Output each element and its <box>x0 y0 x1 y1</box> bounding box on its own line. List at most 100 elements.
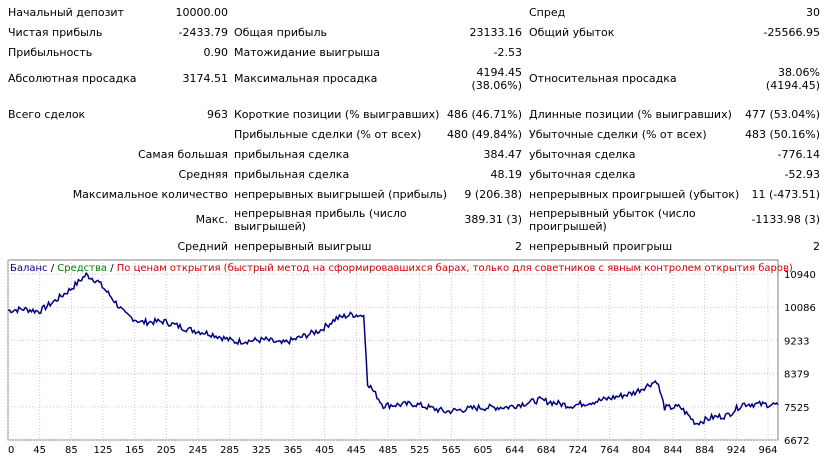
max-consecutive-loss-value: -1133.98 (3) <box>751 213 820 226</box>
avg-consecutive-losses-value: 2 <box>813 240 820 253</box>
total-trades-value: 963 <box>207 108 228 121</box>
avg-consecutive-wins-label: непрерывный выигрыш <box>234 240 372 253</box>
short-positions-label: Короткие позиции (% выигравших) <box>234 108 440 121</box>
x-tick-label: 45 <box>33 445 46 456</box>
abs-drawdown-value: 3174.51 <box>182 72 229 85</box>
rel-drawdown-value: (4194.45) <box>765 79 820 92</box>
max-drawdown-percent: (38.06%) <box>471 79 522 92</box>
largest-loss-value: -776.14 <box>777 148 820 161</box>
x-tick-label: 445 <box>347 445 366 456</box>
x-tick-label: 525 <box>410 445 429 456</box>
spread-value: 30 <box>806 6 820 19</box>
gross-profit-label: Общая прибыль <box>234 26 327 39</box>
expected-payoff-value: -2.53 <box>493 46 522 59</box>
net-profit-value: -2433.79 <box>178 26 228 39</box>
y-tick-label: 8379 <box>784 370 809 381</box>
loss-trades-value: 483 (50.16%) <box>744 128 820 141</box>
max-consecutive-profit-desc: непрерывная прибыль (число выигрышей) <box>234 207 407 233</box>
balance-line <box>7 271 779 426</box>
gross-profit-value: 23133.16 <box>469 26 523 39</box>
y-tick-label: 6672 <box>784 436 809 447</box>
chart-frame <box>7 259 779 441</box>
chart-grid <box>7 260 778 441</box>
y-tick-label: 10940 <box>784 270 816 281</box>
max-consecutive-label: Максимальное количество <box>72 188 228 201</box>
x-tick-label: 165 <box>125 445 144 456</box>
rel-drawdown-percent: 38.06% <box>778 66 820 79</box>
gross-loss-value: -25566.95 <box>763 26 820 39</box>
x-tick-label: 644 <box>505 445 524 456</box>
x-tick-label: 844 <box>663 445 682 456</box>
x-tick-label: 85 <box>65 445 78 456</box>
x-tick-label: 0 <box>8 445 14 456</box>
spread-label: Спред <box>529 6 566 19</box>
max-consecutive-wins-value: 9 (206.38) <box>464 188 522 201</box>
total-trades-label: Всего сделок <box>8 108 86 121</box>
net-profit-label: Чистая прибыль <box>8 26 103 39</box>
x-tick-label: 764 <box>600 445 619 456</box>
avg-consecutive-label: Средний <box>177 240 228 253</box>
x-tick-label: 365 <box>283 445 302 456</box>
y-tick-label: 9233 <box>784 336 809 347</box>
profit-trades-value: 480 (49.84%) <box>446 128 522 141</box>
legend-balance: Баланс <box>10 263 48 274</box>
rel-drawdown-label: Относительная просадка <box>529 72 677 85</box>
y-tick-label: 7525 <box>784 403 809 414</box>
legend-equity: Средства <box>57 263 108 274</box>
expected-payoff-label: Матожидание выигрыша <box>234 46 380 59</box>
initial-deposit-label: Начальный депозит <box>8 6 124 19</box>
largest-loss-label: убыточная сделка <box>529 148 636 161</box>
x-tick-label: 565 <box>442 445 461 456</box>
average-loss-value: -52.93 <box>784 168 820 181</box>
largest-profit-label: прибыльная сделка <box>234 148 350 161</box>
largest-profit-value: 384.47 <box>483 148 523 161</box>
short-positions-value: 486 (46.71%) <box>446 108 522 121</box>
x-tick-label: 884 <box>695 445 714 456</box>
x-tick-label: 205 <box>157 445 176 456</box>
average-label: Средняя <box>178 168 228 181</box>
max-drawdown-value: 4194.45 <box>476 66 523 79</box>
legend-separator: / <box>47 263 58 274</box>
loss-trades-label: Убыточные сделки (% от всех) <box>529 128 707 141</box>
average-profit-label: прибыльная сделка <box>234 168 350 181</box>
legend-separator: / <box>107 263 117 274</box>
x-tick-label: 724 <box>568 445 587 456</box>
max-consecutive-profit-value: 389.31 (3) <box>464 213 522 226</box>
abs-drawdown-label: Абсолютная просадка <box>8 72 137 85</box>
x-tick-label: 125 <box>93 445 112 456</box>
max-consecutive-loss-desc: непрерывный убыток (число проигрышей) <box>529 207 696 233</box>
y-tick-label: 10086 <box>784 303 816 314</box>
x-tick-label: 285 <box>220 445 239 456</box>
y-axis: 10940 10086 9233 8379 7525 6672 <box>784 270 816 447</box>
long-positions-value: 477 (53.04%) <box>744 108 820 121</box>
max-consecutive-profit-label: Макс. <box>195 213 228 226</box>
balance-chart: 0 45 85 125 165 205 245 285 325 365 405 445 485 525 56… <box>7 259 816 456</box>
x-tick-label: 684 <box>537 445 556 456</box>
avg-consecutive-losses-label: непрерывный проигрыш <box>529 240 673 253</box>
average-profit-value: 48.19 <box>490 168 523 181</box>
chart-legend: Баланс / Средства / По ценам открытия (б… <box>10 263 793 274</box>
legend-mode: По ценам открытия (быстрый метод на сфор… <box>116 263 793 274</box>
max-consecutive-wins-label: непрерывных выигрышей (прибыль) <box>234 188 448 201</box>
x-tick-label: 605 <box>473 445 492 456</box>
x-tick-label: 924 <box>727 445 746 456</box>
x-tick-label: 804 <box>632 445 651 456</box>
largest-label: Самая большая <box>137 148 228 161</box>
profit-factor-label: Прибыльность <box>8 46 93 59</box>
max-consecutive-losses-label: непрерывных проигрышей (убыток) <box>529 188 740 201</box>
profit-trades-label: Прибыльные сделки (% от всех) <box>234 128 422 141</box>
x-axis: 0 45 85 125 165 205 245 285 325 365 405 445 485 525 56… <box>8 445 778 456</box>
avg-consecutive-wins-value: 2 <box>515 240 522 253</box>
gross-loss-label: Общий убыток <box>529 26 615 39</box>
x-tick-label: 325 <box>252 445 271 456</box>
max-drawdown-label: Максимальная просадка <box>234 72 378 85</box>
profit-factor-value: 0.90 <box>203 46 229 59</box>
x-tick-label: 485 <box>378 445 397 456</box>
initial-deposit-value: 10000.00 <box>175 6 229 19</box>
x-tick-label: 405 <box>315 445 334 456</box>
long-positions-label: Длинные позиции (% выигравших) <box>529 108 732 121</box>
average-loss-label: убыточная сделка <box>529 168 636 181</box>
x-tick-label: 964 <box>758 445 777 456</box>
x-tick-label: 245 <box>188 445 207 456</box>
max-consecutive-losses-value: 11 (-473.51) <box>751 188 820 201</box>
